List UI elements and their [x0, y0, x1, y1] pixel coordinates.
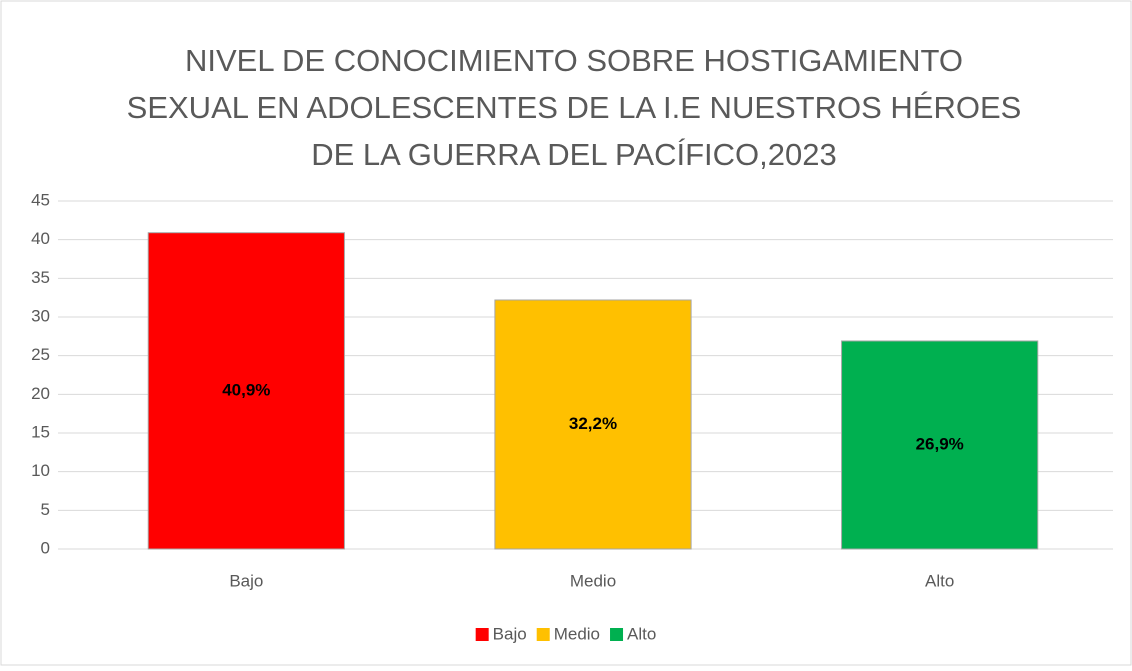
- y-tick-label: 30: [31, 306, 50, 325]
- y-tick-label: 5: [41, 500, 50, 519]
- y-tick-label: 10: [31, 461, 50, 480]
- y-tick-label: 40: [31, 229, 50, 248]
- legend-swatch: [536, 628, 550, 641]
- bar: [494, 299, 692, 550]
- legend-swatch: [610, 628, 624, 641]
- bar: [841, 340, 1039, 550]
- legend-label: Medio: [554, 624, 600, 643]
- x-tick-label: Bajo: [229, 571, 263, 590]
- legend-swatch: [475, 628, 489, 641]
- legend-label: Alto: [627, 624, 656, 643]
- bar: [147, 232, 345, 550]
- y-tick-label: 35: [31, 268, 50, 287]
- y-tick-label: 15: [31, 422, 50, 441]
- y-tick-label: 20: [31, 384, 50, 403]
- data-label: 40,9%: [222, 380, 270, 399]
- y-tick-label: 25: [31, 345, 50, 364]
- x-tick-label: Alto: [925, 571, 954, 590]
- data-label: 32,2%: [569, 414, 617, 433]
- y-tick-label: 0: [41, 538, 50, 557]
- chart-title: SEXUAL EN ADOLESCENTES DE LA I.E NUESTRO…: [127, 90, 1022, 125]
- chart-title: NIVEL DE CONOCIMIENTO SOBRE HOSTIGAMIENT…: [185, 43, 963, 78]
- data-label: 26,9%: [916, 434, 964, 453]
- chart-title: DE LA GUERRA DEL PACÍFICO,2023: [311, 137, 836, 172]
- legend-label: Bajo: [493, 624, 527, 643]
- y-tick-label: 45: [31, 190, 50, 209]
- x-tick-label: Medio: [570, 571, 616, 590]
